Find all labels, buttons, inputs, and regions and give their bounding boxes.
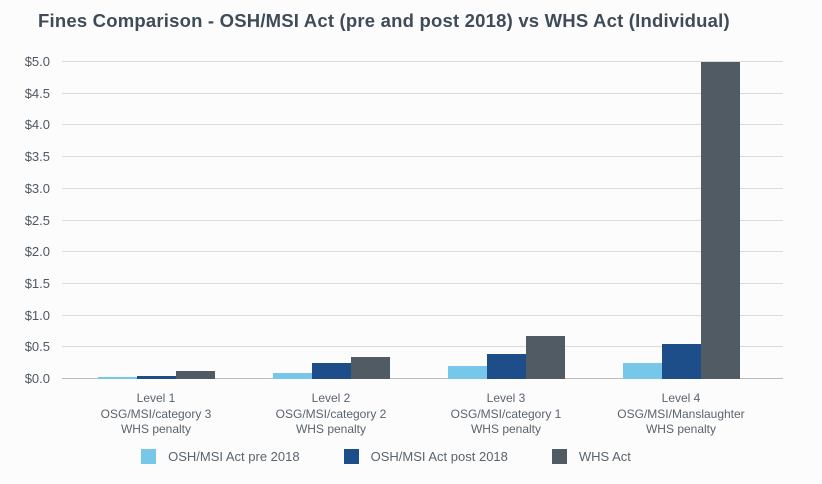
y-tick-label: $0.5 xyxy=(24,339,50,355)
legend-label-pre-2018: OSH/MSI Act pre 2018 xyxy=(168,449,300,464)
gridline xyxy=(62,156,783,158)
gridline xyxy=(62,187,783,189)
legend-label-post-2018: OSH/MSI Act post 2018 xyxy=(370,449,508,464)
y-tick-label: $5.0 xyxy=(24,54,50,69)
gridline xyxy=(62,219,783,221)
y-tick-label: $3.0 xyxy=(24,180,50,196)
y-tick-label: $4.0 xyxy=(24,117,50,133)
bar xyxy=(272,372,312,379)
bar xyxy=(97,377,137,379)
y-axis: $0.0 $0.5 $1.0 $1.5 $2.0 $2.5 $3.0 $3.5 $4.0 $4.5… xyxy=(0,54,50,386)
gridline xyxy=(62,346,783,348)
gridline xyxy=(62,378,783,379)
bar xyxy=(311,363,351,379)
legend-item-pre-2018: OSH/MSI Act pre 2018 xyxy=(141,449,300,464)
bar xyxy=(447,366,487,379)
bar xyxy=(486,353,526,379)
bar xyxy=(661,344,701,379)
x-category-label: Level 1 OSG/MSI/category 3 WHS penalty xyxy=(100,391,212,437)
bar xyxy=(700,62,740,379)
bar xyxy=(525,335,565,379)
gridline xyxy=(62,251,783,253)
bar xyxy=(175,371,215,379)
y-tick-label: $4.5 xyxy=(24,85,50,101)
legend: OSH/MSI Act pre 2018 OSH/MSI Act post 20… xyxy=(0,449,797,464)
legend-swatch-post-2018-icon xyxy=(343,449,359,464)
chart-title: Fines Comparison - OSH/MSI Act (pre and … xyxy=(38,10,730,31)
y-tick-label: $2.0 xyxy=(24,244,50,260)
y-tick-label: $1.5 xyxy=(24,275,50,291)
legend-label-whs: WHS Act xyxy=(578,449,631,464)
plot-area xyxy=(62,61,783,379)
y-tick-label: $0.0 xyxy=(24,371,50,386)
gridline xyxy=(62,92,783,94)
legend-item-whs: WHS Act xyxy=(551,449,631,464)
legend-swatch-pre-2018-icon xyxy=(141,449,157,464)
x-axis: Level 1 OSG/MSI/category 3 WHS penalty Le… xyxy=(62,391,783,439)
legend-item-post-2018: OSH/MSI Act post 2018 xyxy=(343,449,508,464)
x-category-label: Level 3 OSG/MSI/category 1 WHS penalty xyxy=(450,391,562,437)
x-category-label: Level 2 OSG/MSI/category 2 WHS penalty xyxy=(275,391,387,437)
y-tick-label: $2.5 xyxy=(24,212,50,228)
bar xyxy=(622,363,662,379)
legend-swatch-whs-icon xyxy=(551,449,567,464)
y-tick-label: $3.5 xyxy=(24,149,50,165)
gridline xyxy=(62,314,783,316)
gridline xyxy=(62,124,783,126)
x-category-label: Level 4 OSG/MSI/Manslaughter WHS penalty xyxy=(617,391,745,437)
gridline xyxy=(62,282,783,284)
gridline xyxy=(62,61,783,62)
bar xyxy=(136,375,176,379)
y-tick-label: $1.0 xyxy=(24,307,50,323)
bar xyxy=(350,356,390,379)
